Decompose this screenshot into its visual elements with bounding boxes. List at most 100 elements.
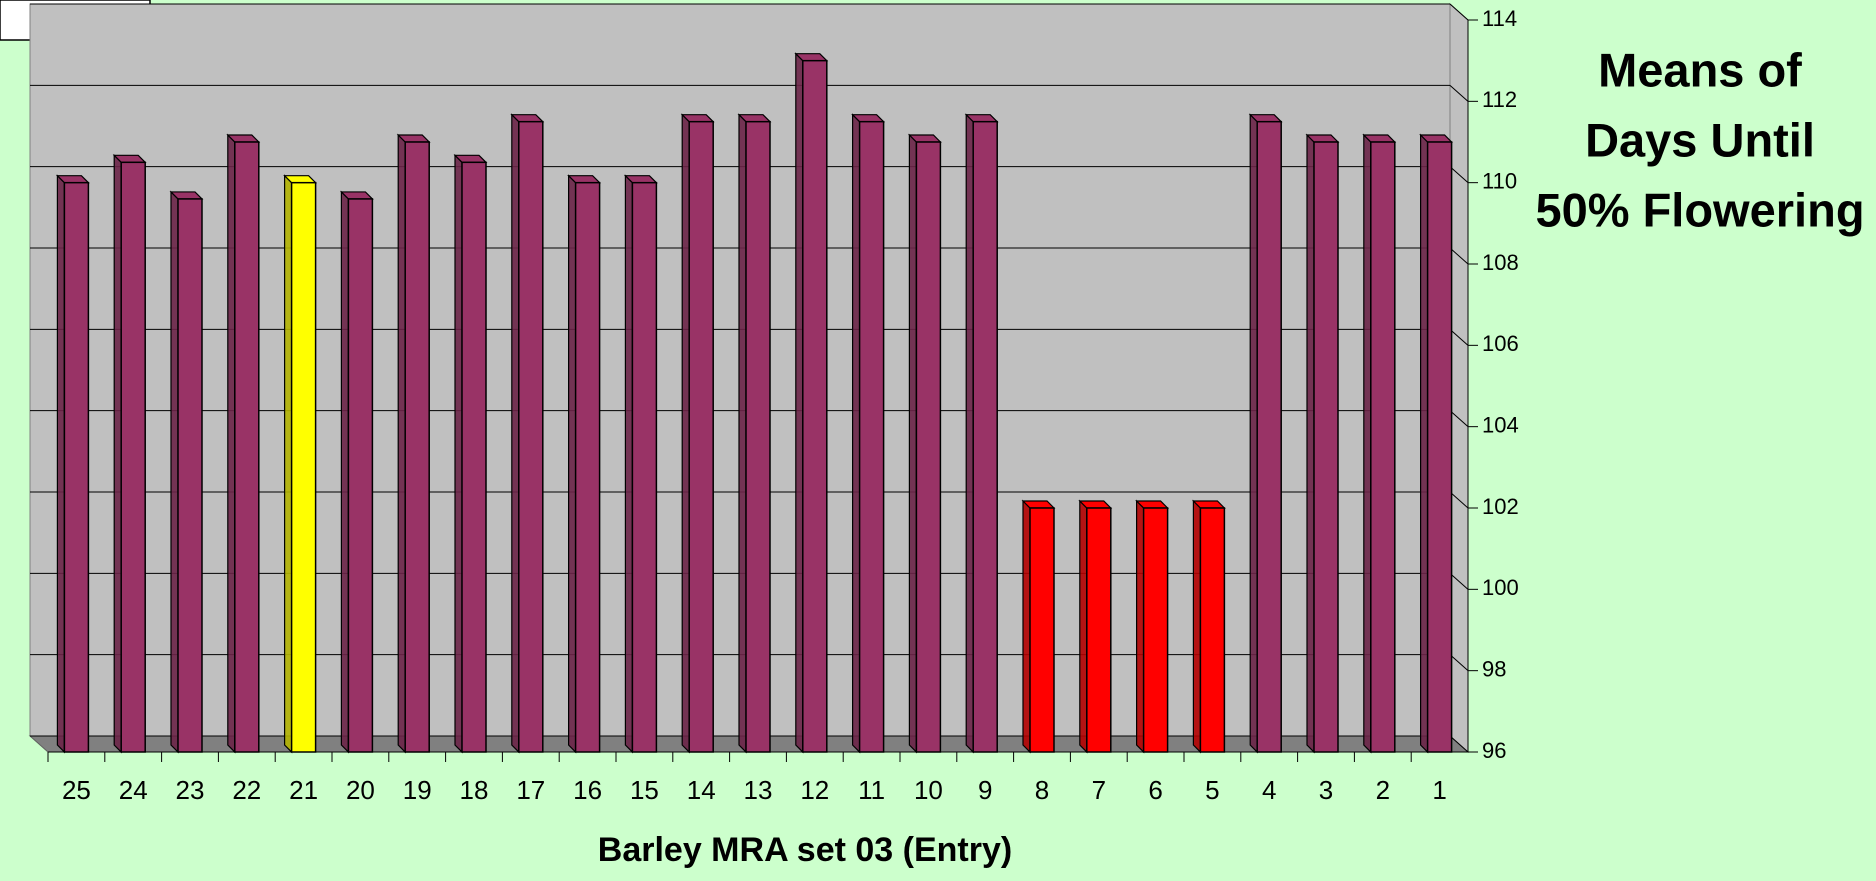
- bar: [972, 120, 998, 753]
- bar: [290, 181, 317, 753]
- bar: [574, 181, 601, 753]
- x-tick-label: 25: [62, 775, 91, 805]
- y-tick-label: 112: [1482, 87, 1517, 112]
- x-tick-label: 19: [403, 775, 432, 805]
- bar-side: [1192, 499, 1202, 754]
- bar: [688, 120, 714, 753]
- bar-side: [1135, 499, 1145, 754]
- bar-side: [1022, 499, 1031, 754]
- y-tick-label: 104: [1482, 412, 1519, 437]
- y-tick-label: 106: [1482, 331, 1519, 356]
- bar-side: [851, 113, 861, 754]
- y-tick-label: 98: [1482, 656, 1506, 681]
- chart-title: Means of: [1598, 43, 1802, 96]
- bar: [1086, 507, 1112, 753]
- bar-side: [340, 190, 349, 754]
- grid-line: [1449, 328, 1469, 346]
- bar-side: [624, 174, 634, 754]
- grid-line: [1449, 572, 1469, 590]
- x-tick-label: 14: [687, 775, 716, 805]
- x-tick-label: 5: [1205, 775, 1219, 805]
- bar-side: [1419, 133, 1429, 754]
- bar: [120, 161, 146, 753]
- grid-line: [1449, 491, 1469, 509]
- y-tick-label: 102: [1482, 494, 1519, 519]
- x-tick-label: 17: [516, 775, 545, 805]
- x-tick-label: 16: [573, 775, 602, 805]
- x-tick-label: 6: [1148, 775, 1162, 805]
- bar-side: [1306, 133, 1315, 754]
- bar-side: [567, 174, 577, 754]
- bar: [404, 141, 430, 753]
- grid-line: [1449, 735, 1469, 753]
- grid-line: [1449, 410, 1469, 428]
- x-tick-label: 1: [1432, 775, 1446, 805]
- bar: [915, 141, 942, 753]
- bar-side: [397, 133, 406, 754]
- y-tick-label: 114: [1482, 6, 1517, 31]
- x-tick-label: 10: [914, 775, 943, 805]
- bar: [347, 198, 374, 753]
- bar-side: [227, 133, 236, 754]
- x-tick-label: 7: [1092, 775, 1106, 805]
- bar: [802, 59, 828, 753]
- bar: [858, 120, 885, 753]
- bar: [1313, 141, 1339, 753]
- bar-side: [908, 133, 918, 754]
- x-tick-label: 12: [800, 775, 829, 805]
- bar-side: [795, 52, 804, 754]
- grid-line: [1449, 166, 1469, 184]
- bar-side: [284, 174, 293, 754]
- bar: [177, 198, 203, 753]
- bar: [518, 120, 544, 753]
- bar: [631, 181, 658, 753]
- x-tick-label: 9: [978, 775, 992, 805]
- x-tick-label: 4: [1262, 775, 1276, 805]
- bar: [1370, 141, 1396, 753]
- x-tick-label: 3: [1319, 775, 1333, 805]
- chart-title: 50% Flowering: [1535, 183, 1864, 236]
- x-axis-label: Barley MRA set 03 (Entry): [598, 831, 1012, 869]
- bar-side: [1249, 113, 1258, 754]
- x-tick-label: 22: [232, 775, 261, 805]
- x-tick-label: 18: [460, 775, 489, 805]
- x-tick-label: 23: [176, 775, 205, 805]
- x-tick-label: 15: [630, 775, 659, 805]
- bar: [745, 120, 771, 753]
- bar: [234, 141, 260, 753]
- x-tick-label: 21: [289, 775, 318, 805]
- chart-title: Days Until: [1585, 113, 1815, 166]
- bar-side: [1079, 499, 1088, 754]
- grid-line: [1449, 654, 1469, 672]
- x-tick-label: 8: [1035, 775, 1049, 805]
- bar-side: [738, 113, 747, 754]
- x-tick-label: 11: [858, 775, 885, 805]
- bar-side: [454, 153, 463, 754]
- bar: [1142, 507, 1169, 753]
- grid-line: [1449, 84, 1469, 102]
- bar-side: [56, 174, 66, 754]
- x-tick-label: 20: [346, 775, 375, 805]
- y-tick-label: 110: [1482, 168, 1517, 193]
- y-tick-label: 108: [1482, 250, 1519, 275]
- bar-side: [1363, 133, 1372, 754]
- bar-side: [965, 113, 974, 754]
- x-tick-label: 2: [1376, 775, 1390, 805]
- x-tick-label: 13: [744, 775, 773, 805]
- bar: [1199, 507, 1226, 753]
- bar-side: [170, 190, 179, 754]
- bar-side: [681, 113, 690, 754]
- bar: [1256, 120, 1282, 753]
- bar: [63, 181, 90, 753]
- y-tick-label: 96: [1482, 738, 1506, 763]
- grid-line: [1449, 3, 1469, 21]
- bar: [1029, 507, 1055, 753]
- grid-line: [1449, 247, 1469, 265]
- x-tick-label: 24: [119, 775, 148, 805]
- bar-side: [511, 113, 520, 754]
- bar: [461, 161, 487, 753]
- bar: [1426, 141, 1453, 753]
- y-tick-label: 100: [1482, 575, 1519, 600]
- bar-side: [113, 153, 122, 754]
